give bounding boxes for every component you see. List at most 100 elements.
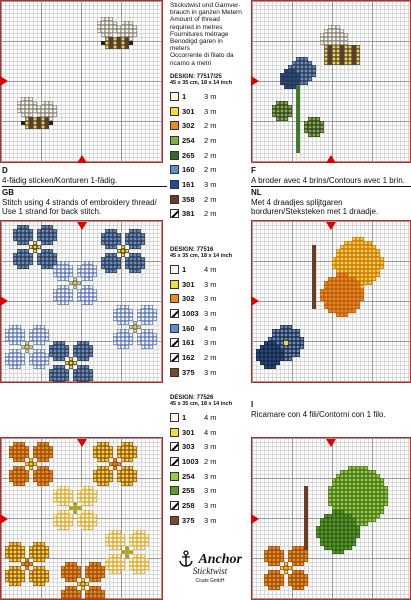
stitch-cell xyxy=(133,450,137,454)
stitch-cell xyxy=(280,325,284,329)
stitch-cell xyxy=(21,121,25,125)
thread-number: 375 xyxy=(182,367,195,377)
stitch-cell xyxy=(125,41,129,45)
stitch-cell xyxy=(57,261,61,265)
thread-number: 302 xyxy=(182,121,195,131)
thread-amount: 3 m xyxy=(204,91,217,101)
stitch-cell xyxy=(89,566,93,570)
stitch-cell xyxy=(65,377,69,381)
stitch-cell xyxy=(153,317,157,321)
stitch-cell xyxy=(41,325,45,329)
stitch-cell xyxy=(264,582,268,586)
stitch-cell xyxy=(53,377,57,381)
stitch-cell xyxy=(21,265,25,269)
stitch-cell xyxy=(41,466,45,470)
stitch-cell xyxy=(97,21,101,25)
stitch-cell xyxy=(9,325,13,329)
stitch-cell xyxy=(137,253,141,257)
stitch-cell xyxy=(97,458,101,462)
stitch-cell xyxy=(280,117,284,121)
stitch-cell xyxy=(13,474,17,478)
thread-row: 254 2 m xyxy=(170,133,250,148)
stitch-cell xyxy=(37,113,41,117)
stitch-cell xyxy=(117,566,121,570)
stitch-cell xyxy=(113,554,117,558)
stitch-cell xyxy=(61,486,65,490)
stitch-cell xyxy=(296,133,300,137)
stitch-cell xyxy=(29,97,33,101)
stitch-cell xyxy=(93,289,97,293)
stitch-cell xyxy=(13,454,17,458)
stitch-cell xyxy=(340,486,344,490)
stitch-cell xyxy=(296,546,300,550)
stitch-cell xyxy=(69,498,73,502)
stitch-cell xyxy=(65,502,69,506)
stitch-cell xyxy=(348,482,352,486)
stitch-cell xyxy=(17,333,21,337)
stitch-cell xyxy=(73,369,77,373)
stitch-cell xyxy=(33,125,37,129)
stitch-cell xyxy=(296,353,300,357)
stitch-cell xyxy=(41,574,45,578)
stitch-cell xyxy=(368,273,372,277)
stitch-cell xyxy=(17,478,21,482)
design-label: DESIGN: 77517/25 45 x 35 cm, 18 x 14 inc… xyxy=(170,74,248,86)
stitch-cell xyxy=(37,474,41,478)
stitch-cell xyxy=(320,289,324,293)
stitch-cell xyxy=(65,261,69,265)
stitch-cell xyxy=(17,470,21,474)
stitch-cell xyxy=(85,293,89,297)
stitch-cell xyxy=(332,297,336,301)
stitch-cell xyxy=(89,526,93,530)
color-swatch xyxy=(170,121,179,131)
stitch-cell xyxy=(9,333,13,337)
stitch-cell xyxy=(288,65,292,69)
stitch-cell xyxy=(312,297,316,301)
stitch-cell xyxy=(53,269,57,273)
stitch-cell xyxy=(61,365,65,369)
stitch-cell xyxy=(129,542,133,546)
stitch-cell xyxy=(280,345,284,349)
stitch-cell xyxy=(288,69,292,73)
stitch-cell xyxy=(37,337,41,341)
stitch-cell xyxy=(348,510,352,514)
stitch-cell xyxy=(97,598,101,599)
stitch-cell xyxy=(268,582,272,586)
header-line: Stickstwist und Garnver- xyxy=(170,2,241,9)
stitch-cell xyxy=(61,369,65,373)
stitch-cell xyxy=(113,562,117,566)
stitch-cell xyxy=(296,558,300,562)
stitch-cell xyxy=(284,325,288,329)
stitch-cell xyxy=(21,233,25,237)
stitch-cell xyxy=(137,313,141,317)
stitch-cell xyxy=(9,574,13,578)
thread-number: 254 xyxy=(182,135,195,145)
stitch-cell xyxy=(61,490,65,494)
stitch-cell xyxy=(328,498,332,502)
stitch-cell xyxy=(41,105,45,109)
stitch-cell xyxy=(61,289,65,293)
stitch-cell xyxy=(45,482,49,486)
stitch-cell xyxy=(332,550,336,554)
stitch-cell xyxy=(77,598,81,599)
stitch-cell xyxy=(49,253,53,257)
header-line: required in metres xyxy=(170,23,223,31)
stitch-cell xyxy=(101,594,105,598)
stitch-cell xyxy=(328,57,332,61)
stitch-cell xyxy=(17,233,21,237)
stitch-cell xyxy=(13,261,17,265)
stitch-cell xyxy=(264,574,268,578)
stitch-cell xyxy=(340,253,344,257)
stitch-cell xyxy=(137,534,141,538)
stitch-cell xyxy=(320,125,324,129)
stitch-cell xyxy=(312,277,316,281)
stitch-cell xyxy=(25,253,29,257)
stitch-cell xyxy=(292,333,296,337)
stitch-cell xyxy=(17,458,21,462)
stitch-cell xyxy=(372,502,376,506)
stitch-cell xyxy=(280,578,284,582)
stitch-cell xyxy=(272,574,276,578)
stitch-cell xyxy=(268,353,272,357)
stitch-cell xyxy=(121,446,125,450)
stitch-cell xyxy=(276,117,280,121)
